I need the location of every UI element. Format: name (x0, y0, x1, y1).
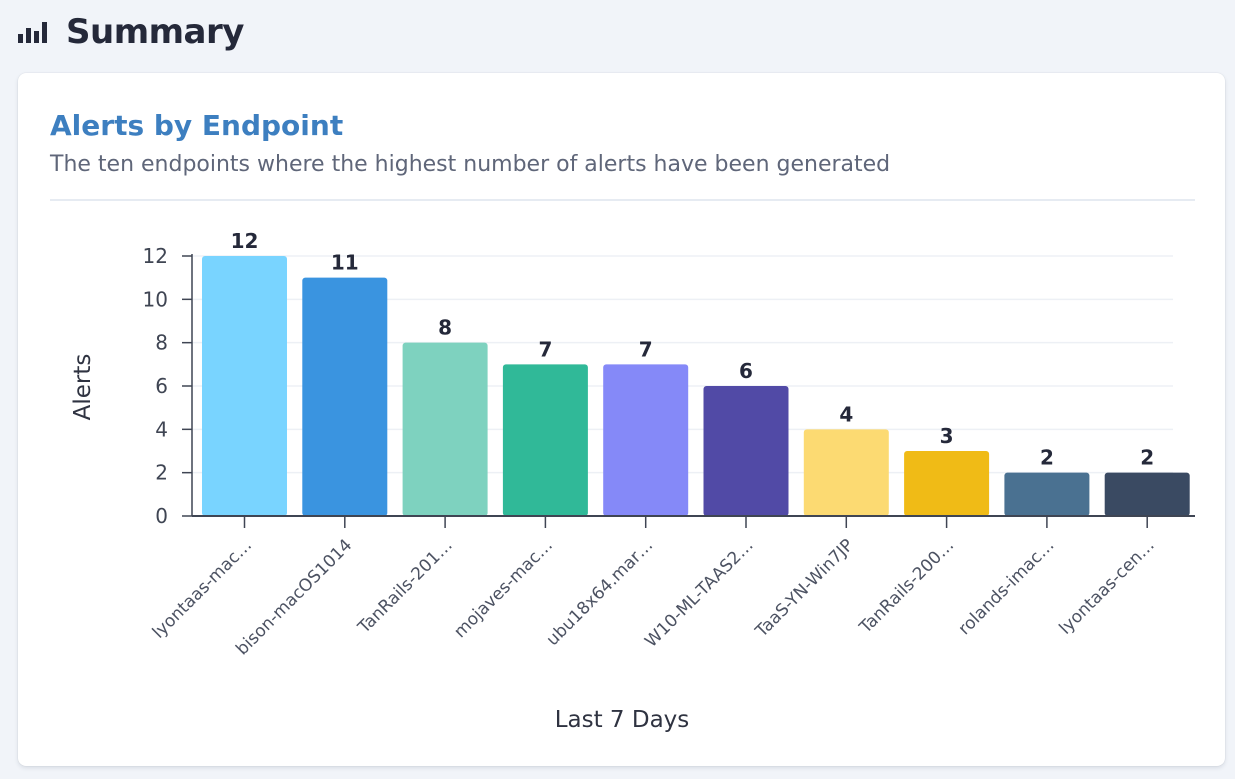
bar[interactable] (1004, 472, 1090, 516)
x-tick-label: TanRails-201… (354, 535, 457, 638)
y-tick-label: 8 (155, 331, 168, 355)
bar[interactable] (502, 364, 588, 516)
alerts-bar-chart: 0 2 4 6 8 10 12 lyontaas-mac…bison-macOS1014Ta… (70, 229, 1195, 733)
value-label: 7 (639, 337, 653, 361)
bar[interactable] (202, 256, 287, 516)
x-tick-label: TaaS-YN-Win7JP (751, 535, 858, 642)
card-subtitle: The ten endpoints where the highest numb… (50, 152, 891, 177)
bar-chart-icon (18, 22, 47, 43)
x-tick-label: ubu18x64.mar… (543, 535, 658, 650)
x-axis-ticks: lyontaas-mac…bison-macOS1014TanRails-201… (149, 516, 1159, 659)
alerts-by-endpoint-card: Alerts by Endpoint The ten endpoints whe… (18, 73, 1225, 766)
value-labels: 12 11 8 7 7 6 4 3 2 2 (231, 229, 1155, 470)
bar[interactable] (302, 277, 388, 516)
y-tick-label: 4 (155, 417, 168, 441)
value-label: 2 (1140, 446, 1154, 470)
page-title: Summary (66, 12, 244, 52)
bar[interactable] (402, 342, 488, 516)
bar[interactable] (1104, 472, 1190, 516)
x-tick-label: mojaves-mac… (450, 535, 557, 642)
x-tick-label: rolands-imac… (955, 535, 1059, 639)
y-tick-label: 10 (143, 287, 168, 311)
value-label: 8 (438, 316, 452, 340)
x-tick-label: W10-ML-TAAS2… (641, 535, 757, 651)
bars (202, 256, 1190, 516)
y-tick-label: 2 (155, 461, 168, 485)
value-label: 4 (839, 402, 853, 426)
x-tick-label: lyontaas-cen… (1055, 535, 1158, 638)
y-tick-label: 6 (155, 374, 168, 398)
bar[interactable] (803, 429, 889, 516)
value-label: 11 (331, 251, 359, 275)
x-tick-label: TanRails-200… (855, 535, 958, 638)
card-title: Alerts by Endpoint (50, 109, 344, 142)
page-header: Summary (18, 10, 244, 54)
value-label: 12 (231, 229, 259, 253)
value-label: 2 (1040, 446, 1054, 470)
value-label: 3 (940, 424, 954, 448)
y-tick-label: 12 (143, 244, 168, 268)
card-divider (50, 199, 1195, 201)
bar[interactable] (904, 451, 990, 516)
value-label: 7 (538, 337, 552, 361)
x-tick-label: lyontaas-mac… (149, 535, 256, 642)
y-axis-title: Alerts (70, 354, 96, 421)
bar[interactable] (703, 386, 789, 516)
value-label: 6 (739, 359, 753, 383)
y-tick-label: 0 (155, 504, 168, 528)
x-axis-title: Last 7 Days (555, 707, 690, 733)
bar[interactable] (603, 364, 689, 516)
y-axis-ticks: 0 2 4 6 8 10 12 (143, 244, 192, 528)
